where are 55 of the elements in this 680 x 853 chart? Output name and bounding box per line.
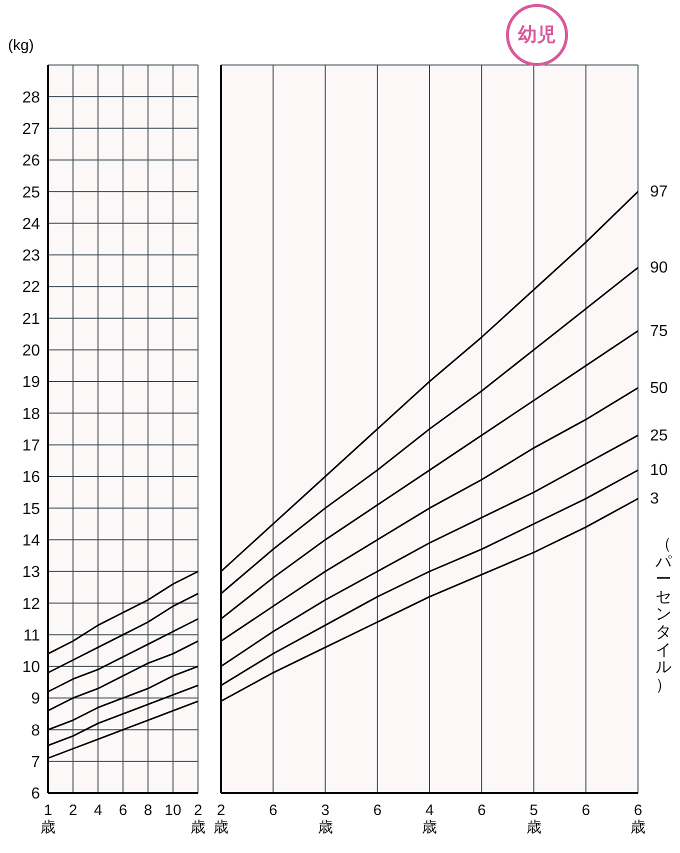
line-series: [48, 684, 198, 746]
series-label: 50: [650, 380, 668, 397]
y-tick-label: 23: [22, 248, 40, 265]
y-axis-title: (kg): [8, 37, 34, 54]
y-tick-label: 12: [22, 596, 40, 613]
x-tick-label: 2: [68, 802, 78, 819]
line-series: [48, 618, 198, 693]
line-series: [48, 592, 198, 674]
x-tick-label: 6: [118, 802, 128, 819]
x-tick-label: 6: [477, 802, 486, 819]
x-tick-label: 6: [582, 802, 590, 819]
y-tick-label: 28: [22, 89, 40, 106]
y-tick-label: 16: [22, 469, 40, 486]
series-label: 75: [650, 322, 668, 340]
x-tick-label: 4: [94, 802, 102, 819]
x-tick-label: 6: [373, 802, 382, 819]
x-tick-label: 10: [164, 802, 182, 819]
y-tick-label: 20: [22, 342, 40, 360]
y-tick-label: 25: [22, 184, 40, 202]
x-tick-label: 2 歳: [214, 802, 228, 836]
series-label: 97: [650, 184, 668, 201]
y-tick-label: 6: [31, 786, 40, 803]
y-tick-label: 17: [22, 438, 40, 455]
y-tick-label: 8: [31, 722, 40, 740]
x-tick-label: 5 歳: [526, 802, 542, 836]
y-tick-label: 13: [22, 564, 40, 582]
y-tick-label: 27: [22, 120, 40, 138]
y-tick-label: 14: [22, 532, 40, 550]
x-tick-label: 2 歳: [190, 802, 206, 836]
series-label: 90: [650, 260, 668, 277]
y-tick-label: 10: [22, 659, 40, 676]
y-tick-label: 19: [22, 374, 40, 392]
x-tick-label: 4 歳: [422, 802, 437, 836]
y-tick-label: 7: [31, 754, 40, 772]
y-tick-label: 21: [22, 310, 40, 328]
x-tick-label: 6: [268, 802, 278, 819]
y-tick-label: 22: [22, 279, 40, 296]
line-series: [48, 666, 198, 730]
text: （パーセンタイル）: [656, 536, 672, 694]
x-tick-label: 1 歳: [40, 802, 56, 836]
x-tick-label: 3 歳: [318, 802, 333, 836]
y-tick-label: 24: [22, 216, 40, 233]
series-label: 10: [650, 462, 668, 480]
y-tick-label: 11: [23, 627, 40, 644]
line-series: [48, 640, 198, 712]
line-series: [48, 570, 198, 655]
line-series: [48, 700, 198, 759]
y-tick-label: 18: [22, 406, 40, 423]
x-tick-label: 6 歳: [630, 802, 646, 836]
y-tick-label: 26: [22, 152, 40, 170]
series-label: 25: [650, 427, 668, 444]
series-label: 3: [650, 490, 659, 508]
y-tick-label: 15: [22, 500, 40, 518]
x-tick-label: 8: [144, 802, 152, 819]
y-tick-label: 9: [31, 690, 40, 708]
